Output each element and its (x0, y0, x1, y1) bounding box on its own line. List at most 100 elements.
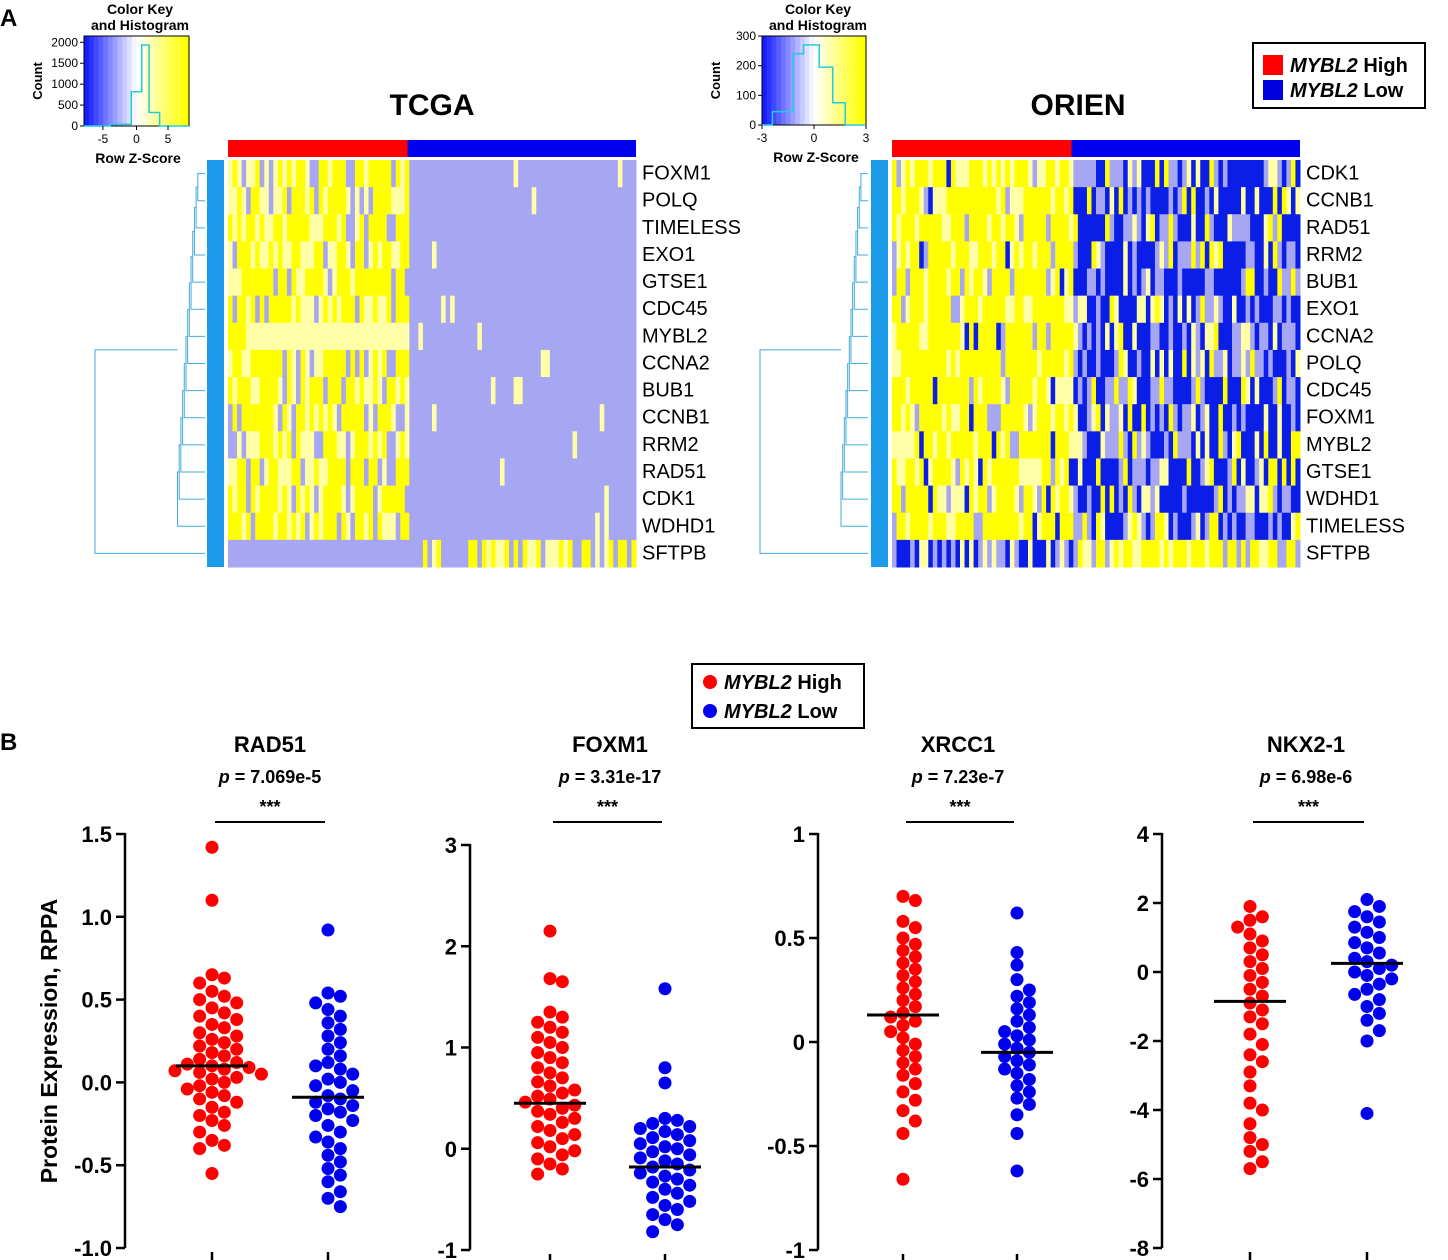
heatmap-cell (259, 539, 265, 568)
heatmap-cell (1263, 241, 1269, 270)
heatmap-cell (1055, 539, 1061, 568)
heatmap-cell (1123, 485, 1129, 514)
heatmap-cell (1277, 187, 1283, 215)
heatmap-cell (490, 431, 496, 459)
heatmap-cell (1105, 187, 1111, 215)
heatmap-cell (554, 160, 560, 188)
heatmap-cell (1281, 322, 1287, 351)
heatmap-cell (1064, 431, 1070, 459)
heatmap-cell (268, 160, 274, 188)
data-point (908, 1050, 922, 1064)
heatmap-cell (481, 295, 487, 324)
heatmap-cell (527, 187, 533, 215)
data-point (1255, 1155, 1269, 1169)
heatmap-cell (391, 322, 397, 351)
heatmap-cell (255, 485, 261, 514)
heatmap-cell (241, 295, 247, 324)
heatmap-cell (237, 458, 243, 487)
heatmap-cell (332, 214, 338, 242)
heatmap-cell (617, 431, 623, 459)
heatmap-cell (404, 539, 410, 568)
heatmap-cell (513, 458, 519, 487)
heatmap-cell (395, 241, 401, 270)
heatmap-cell (608, 322, 614, 351)
heatmap-cell (518, 458, 524, 487)
heatmap-cell (268, 241, 274, 270)
heatmap-cell (296, 322, 302, 351)
heatmap-cell (608, 268, 614, 297)
gene-label: BUB1 (1306, 271, 1358, 293)
heatmap-cell (368, 485, 374, 514)
data-point (1255, 962, 1269, 976)
heatmap-cell (432, 268, 438, 297)
heatmap-cell (296, 349, 302, 378)
heatmap-cell (892, 431, 898, 459)
heatmap-cell (527, 214, 533, 242)
data-point (1372, 931, 1386, 944)
heatmap-cell (463, 458, 469, 487)
heatmap-cell (1046, 512, 1052, 541)
heatmap-cell (960, 295, 966, 324)
heatmap-cell (513, 160, 519, 188)
data-point (193, 1026, 207, 1040)
heatmap-cell (613, 377, 619, 405)
heatmap-cell (432, 377, 438, 405)
data-point (1372, 1024, 1386, 1038)
data-point (321, 1042, 335, 1056)
heatmap-cell (1032, 404, 1038, 432)
data-point (896, 968, 910, 982)
heatmap-cell (513, 349, 519, 378)
heatmap-cell (237, 268, 243, 297)
heatmap-cell (1290, 377, 1296, 405)
heatmap-cell (472, 268, 478, 297)
heatmap-cell (427, 431, 433, 459)
heatmap-cell (599, 349, 605, 378)
heatmap-cell (228, 268, 234, 297)
color-key-ylabel: Count (708, 61, 723, 99)
heatmap-cell (282, 322, 288, 351)
data-point (321, 1056, 335, 1070)
heatmap-cell (896, 377, 902, 405)
color-key-xlabel: Row Z-Score (95, 150, 181, 166)
data-point (908, 1077, 922, 1091)
heatmap-cell (1182, 322, 1188, 351)
data-point (1243, 1079, 1257, 1093)
heatmap-cell (1245, 404, 1251, 432)
heatmap-cell (1100, 268, 1106, 297)
heatmap-cell (1272, 322, 1278, 351)
heatmap-cell (1259, 431, 1265, 459)
heatmap-cell (1295, 512, 1301, 541)
heatmap-cell (941, 377, 947, 405)
heatmap-cell (391, 241, 397, 270)
data-point (217, 1118, 231, 1132)
heatmap-cell (513, 485, 519, 514)
heatmap-cell (1245, 160, 1251, 188)
heatmap-cell (1059, 431, 1065, 459)
heatmap-cell (327, 539, 333, 568)
heatmap-cell (910, 377, 916, 405)
heatmap-cell (1023, 458, 1029, 487)
heatmap-cell (919, 268, 925, 297)
p-value-text: p = 3.31e-17 (558, 767, 662, 787)
data-point (1022, 1085, 1036, 1099)
color-key-swatch (851, 36, 858, 125)
heatmap-cell (604, 404, 610, 432)
color-key-swatch (160, 36, 166, 126)
heatmap-cell (454, 458, 460, 487)
heatmap-cell (255, 241, 261, 270)
heatmap-cell (391, 431, 397, 459)
heatmap-cell (1037, 485, 1043, 514)
heatmap-cell (300, 349, 306, 378)
heatmap-cell (928, 512, 934, 541)
heatmap-cell (599, 431, 605, 459)
heatmap-cell (1250, 187, 1256, 215)
heatmap-cell (549, 485, 555, 514)
heatmap-cell (1132, 431, 1138, 459)
heatmap-cell (590, 295, 596, 324)
color-key-ytick-label: 300 (736, 29, 756, 43)
data-point (1360, 925, 1374, 939)
heatmap-cell (932, 187, 938, 215)
heatmap-cell (563, 485, 569, 514)
heatmap-cell (1272, 458, 1278, 487)
